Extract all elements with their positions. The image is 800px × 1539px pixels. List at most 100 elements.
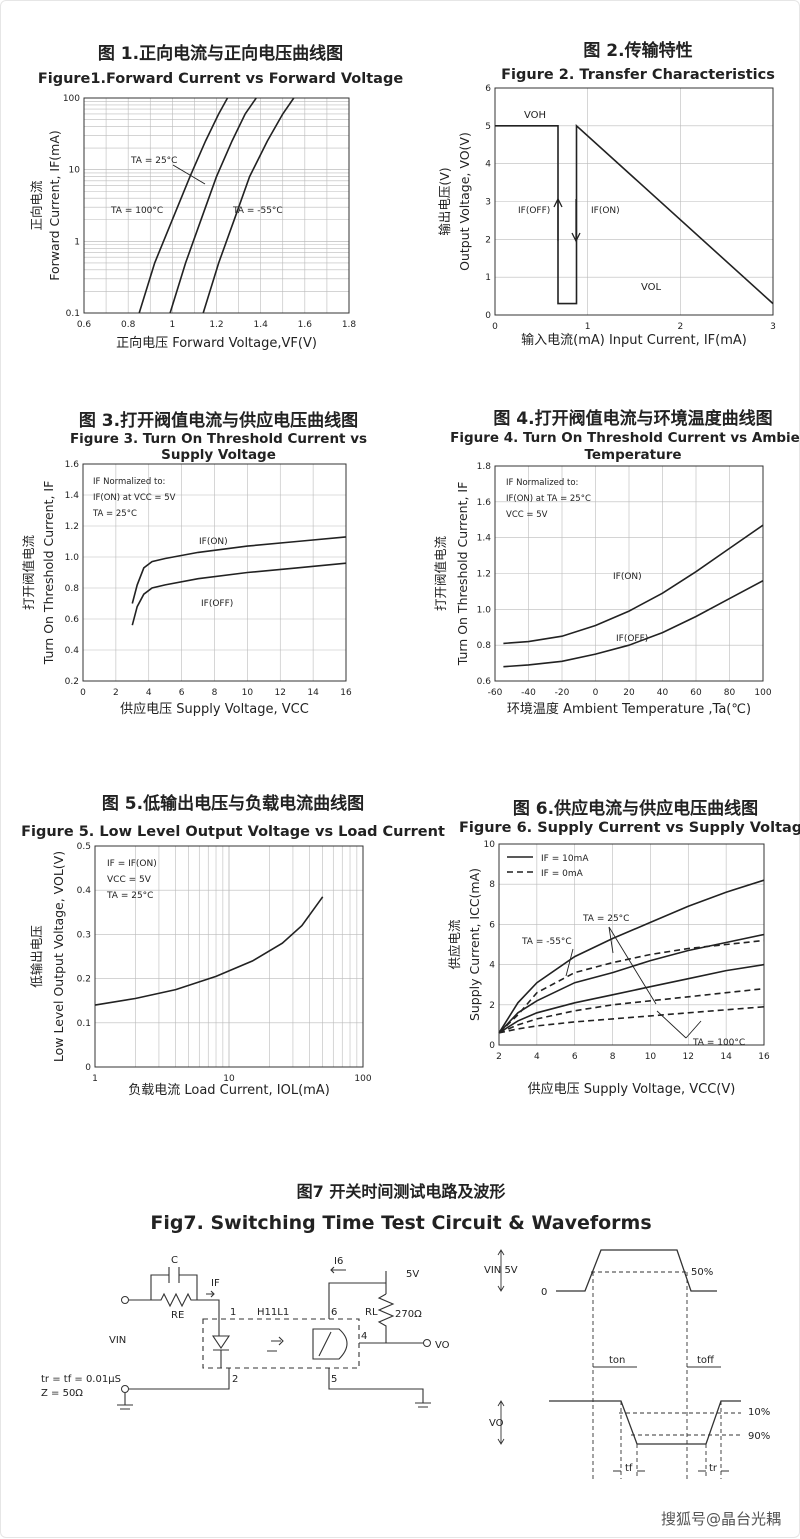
fig3-ytick-label: 0.6: [65, 615, 80, 625]
fig6-xtick-label: 16: [758, 1052, 770, 1062]
fig3-title-line2: Supply Voltage: [161, 447, 276, 463]
fig5-annotation-ta: TA = 25°C: [106, 891, 153, 901]
fig7-label-toff: toff: [697, 1355, 715, 1366]
fig6-xtick-label: 8: [610, 1052, 616, 1062]
fig3-ylabel-cn: 打开阀值电流: [21, 535, 36, 611]
fig3-xtick-label: 12: [275, 688, 286, 698]
fig5-ytick-label: 0.1: [77, 1019, 91, 1029]
fig2-ytick-label: 0: [485, 311, 491, 321]
fig3-annotation-normalized: IF Normalized to:: [93, 477, 165, 487]
fig5-annotation-vcc: VCC = 5V: [107, 875, 152, 885]
fig6-title: Figure 6. Supply Current vs Supply Volta…: [459, 820, 800, 836]
fig3-ytick-label: 0.8: [65, 584, 80, 594]
fig7-ground-right: [329, 1368, 431, 1407]
fig5-annotation-if: IF = IF(ON): [107, 859, 157, 869]
fig7-label-pin5: 5: [331, 1374, 337, 1385]
fig2-xlabel: 输入电流(mA) Input Current, IF(mA): [521, 332, 747, 348]
fig3-ylabel: Turn On Threshold Current, IF: [41, 481, 56, 666]
fig7-optical-arrows: [267, 1337, 283, 1351]
fig6-xtick-label: 14: [720, 1052, 732, 1062]
fig4-series-line: [503, 525, 763, 643]
fig4-annotation-normalized: IF Normalized to:: [506, 478, 578, 488]
fig7-schmitt-gate: [313, 1329, 347, 1359]
fig5-series-line: [95, 897, 323, 1005]
fig7-label-pin1: 1: [230, 1307, 236, 1318]
fig2-ytick-label: 5: [485, 122, 491, 132]
fig6-annotation-leader: [657, 1011, 686, 1038]
fig2-arrow-up: [554, 199, 562, 241]
fig3-ytick-label: 1.6: [65, 460, 80, 470]
fig7-resistor-re: [151, 1294, 197, 1306]
fig3-xlabel: 供应电压 Supply Voltage, VCC: [120, 701, 309, 717]
fig4-annotation-vcc: VCC = 5V: [506, 510, 548, 520]
fig2-title: Figure 2. Transfer Characteristics: [501, 67, 775, 83]
fig7-led-diode: [213, 1320, 229, 1368]
fig5-xtick-label: 1: [92, 1074, 98, 1084]
fig4-ytick-label: 0.8: [477, 641, 492, 651]
fig7-vo-terminal: [424, 1340, 431, 1347]
fig7-label-zero: 0: [541, 1287, 547, 1298]
fig3-xtick-label: 14: [307, 688, 319, 698]
fig2-ytick-label: 6: [485, 84, 491, 94]
fig4-ylabel: Turn On Threshold Current, IF: [455, 482, 470, 667]
fig2-arrow-down: [572, 199, 580, 241]
fig2-ytick-label: 3: [485, 198, 491, 208]
fig4-ytick-label: 0.6: [477, 677, 492, 687]
fig4-xtick-label: -20: [555, 688, 570, 698]
fig4-ylabel-cn: 打开阀值电流: [433, 536, 448, 612]
fig7-current-arrow-if: [206, 1291, 214, 1297]
fig2-ytick-label: 1: [485, 273, 491, 283]
fig1-annotation-ta100: TA = 100°C: [110, 206, 163, 216]
fig3-xtick-label: 4: [146, 688, 152, 698]
fig6-title-cn: 图 6.供应电流与供应电压曲线图: [513, 798, 758, 819]
fig5-ylabel: Low Level Output Voltage, VOL(V): [51, 851, 66, 1062]
fig5-xlabel: 负载电流 Load Current, IOL(mA): [128, 1083, 330, 1098]
fig6-xtick-label: 4: [534, 1052, 540, 1062]
fig7-label-rl: RL: [365, 1307, 378, 1318]
fig7-label-270: 270Ω: [395, 1309, 422, 1320]
fig2-ytick-label: 2: [485, 235, 491, 245]
fig7-vin-terminal: [122, 1297, 129, 1304]
fig4-xtick-label: 0: [593, 688, 599, 698]
fig4-xtick-label: 60: [690, 688, 702, 698]
fig7-label-ton: ton: [609, 1355, 625, 1366]
fig1-ylabel-cn: 正向电流: [29, 180, 44, 231]
fig7-label-re: RE: [171, 1310, 184, 1321]
fig3-xtick-label: 16: [340, 688, 352, 698]
fig5-title-cn: 图 5.低输出电压与负载电流曲线图: [102, 793, 364, 814]
fig5-ytick-label: 0: [85, 1063, 91, 1073]
fig7-ground-left: [117, 1393, 133, 1409]
fig1-xtick-label: 1: [169, 320, 175, 330]
fig2-xtick-label: 2: [677, 322, 683, 332]
fig7-timing-guides: [593, 1272, 721, 1479]
fig4-xtick-label: -60: [488, 688, 503, 698]
fig6-ytick-label: 10: [484, 840, 496, 850]
fig4-ytick-label: 1.0: [477, 605, 492, 615]
fig3-ytick-label: 0.2: [65, 677, 79, 687]
fig3-annotation-if-off: IF(OFF): [201, 599, 233, 609]
fig7-label-vo-wave: VO: [489, 1418, 504, 1429]
fig4-title: Figure 4. Turn On Threshold Current vs A…: [450, 430, 800, 446]
fig6-ylabel-cn: 供应电流: [447, 919, 462, 970]
fig7-vo-waveform: [549, 1401, 741, 1444]
fig5-ytick-label: 0.5: [77, 842, 91, 852]
fig6-xlabel: 供应电压 Supply Voltage, VCC(V): [528, 1081, 736, 1097]
fig3-xtick-label: 8: [212, 688, 218, 698]
fig6-annotation-leader: [609, 927, 656, 1004]
fig2-annotation-vol: VOL: [641, 282, 662, 293]
fig3-title: Figure 3. Turn On Threshold Current vs: [70, 431, 367, 447]
fig3-annotation-ta: TA = 25°C: [92, 509, 137, 519]
fig7-label-90pct: 90%: [748, 1431, 770, 1442]
fig3-xtick-label: 10: [242, 688, 254, 698]
fig6-xtick-label: 10: [645, 1052, 657, 1062]
fig6-xtick-label: 12: [683, 1052, 694, 1062]
fig3-series-line: [132, 537, 346, 604]
fig7-label-pin2: 2: [232, 1374, 238, 1385]
fig6-xtick-label: 6: [572, 1052, 578, 1062]
